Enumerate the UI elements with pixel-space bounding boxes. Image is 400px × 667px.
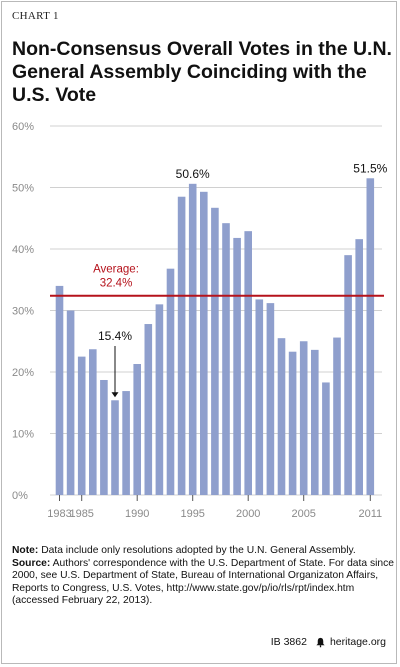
bar-1995 bbox=[188, 183, 197, 495]
data-label-1988: 15.4% bbox=[98, 329, 132, 343]
bar-1983 bbox=[55, 285, 64, 495]
bar-2004 bbox=[288, 351, 297, 495]
bar-2003 bbox=[277, 338, 286, 495]
average-label: Average: bbox=[93, 264, 139, 276]
bar-2002 bbox=[266, 303, 275, 495]
site-credit: heritage.org bbox=[315, 636, 386, 648]
note-block: Note: Data include only resolutions adop… bbox=[12, 545, 394, 608]
x-tick-label: 1983 bbox=[47, 508, 71, 520]
bar-1989 bbox=[122, 391, 130, 495]
bar-2011 bbox=[366, 178, 375, 495]
x-tick-label: 1985 bbox=[69, 508, 93, 520]
bar-2008 bbox=[333, 337, 341, 495]
bar-1991 bbox=[144, 324, 153, 495]
data-label-1995: 50.6% bbox=[176, 167, 210, 181]
y-tick-label: 30% bbox=[12, 306, 34, 318]
bar-1998 bbox=[222, 223, 230, 496]
bar-1996 bbox=[200, 191, 208, 495]
bar-1988 bbox=[111, 400, 119, 495]
annotation-arrow-head bbox=[111, 392, 119, 398]
data-label-2011: 51.5% bbox=[353, 161, 387, 175]
chart-number-label: CHART 1 bbox=[12, 10, 59, 22]
ib-number: IB 3862 bbox=[270, 636, 307, 648]
bar-1984 bbox=[66, 310, 75, 495]
bar-1993 bbox=[166, 268, 175, 495]
bar-2010 bbox=[355, 239, 363, 495]
note-label: Note: bbox=[12, 545, 39, 556]
bar-2007 bbox=[322, 382, 330, 495]
chart-title: Non-Consensus Overall Votes in the U.N. … bbox=[12, 38, 392, 106]
y-tick-label: 0% bbox=[12, 490, 28, 502]
y-tick-label: 50% bbox=[12, 183, 34, 195]
bar-1987 bbox=[100, 379, 108, 495]
bar-1990 bbox=[133, 364, 141, 495]
y-tick-label: 10% bbox=[12, 429, 34, 441]
bar-2001 bbox=[255, 299, 264, 495]
average-value: 32.4% bbox=[100, 278, 133, 290]
y-tick-label: 60% bbox=[12, 121, 34, 133]
bar-2009 bbox=[344, 255, 352, 495]
source-text: Authors' correspondence with the U.S. De… bbox=[12, 557, 395, 607]
y-tick-label: 40% bbox=[12, 244, 34, 256]
x-tick-label: 2005 bbox=[291, 508, 315, 520]
bar-1997 bbox=[211, 207, 219, 496]
bar-2006 bbox=[311, 349, 319, 495]
bar-2005 bbox=[299, 341, 308, 495]
source-label: Source: bbox=[12, 557, 51, 569]
x-tick-label: 1995 bbox=[180, 508, 204, 520]
liberty-bell-icon bbox=[316, 637, 325, 647]
bar-1992 bbox=[155, 304, 164, 495]
bar-1994 bbox=[177, 196, 186, 495]
x-tick-label: 2000 bbox=[236, 508, 260, 520]
note-text: Data include only resolutions adopted by… bbox=[41, 545, 356, 556]
site-name: heritage.org bbox=[329, 636, 386, 648]
bar-1999 bbox=[233, 237, 241, 495]
bar-2000 bbox=[244, 231, 252, 496]
x-tick-label: 1990 bbox=[125, 508, 149, 520]
bar-1985 bbox=[77, 356, 86, 495]
y-tick-label: 20% bbox=[12, 367, 34, 379]
footer: IB 3862 heritage.org bbox=[271, 636, 386, 648]
x-tick-label: 2011 bbox=[358, 508, 382, 520]
bar-1986 bbox=[89, 349, 97, 495]
